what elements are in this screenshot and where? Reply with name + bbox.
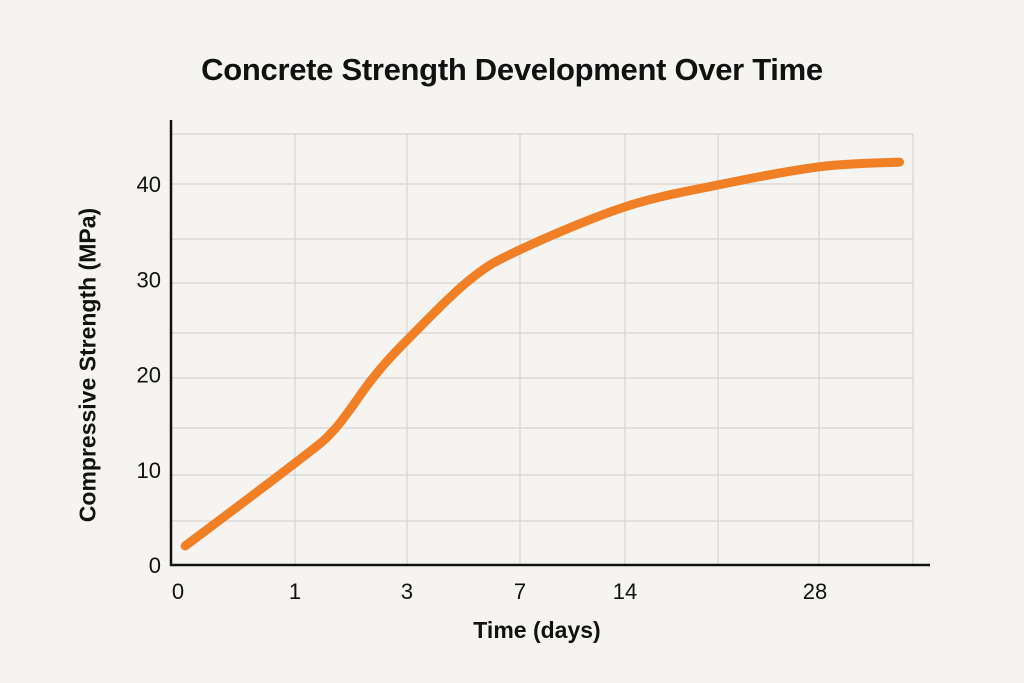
y-tick-label: 20 (137, 363, 161, 388)
series-line (180, 157, 905, 551)
y-tick-label: 40 (137, 172, 161, 197)
x-tick-label: 0 (172, 579, 184, 604)
x-tick-label: 7 (514, 579, 526, 604)
x-tick-label: 3 (401, 579, 413, 604)
x-tick-label: 1 (289, 579, 301, 604)
y-tick-label: 0 (149, 553, 161, 578)
y-tick-label: 10 (137, 458, 161, 483)
y-tick-label: 30 (137, 267, 161, 292)
chart-title: Concrete Strength Development Over Time (201, 52, 823, 87)
x-axis-label: Time (days) (473, 617, 601, 643)
x-tick-label: 28 (803, 579, 827, 604)
x-tick-label: 14 (613, 579, 637, 604)
